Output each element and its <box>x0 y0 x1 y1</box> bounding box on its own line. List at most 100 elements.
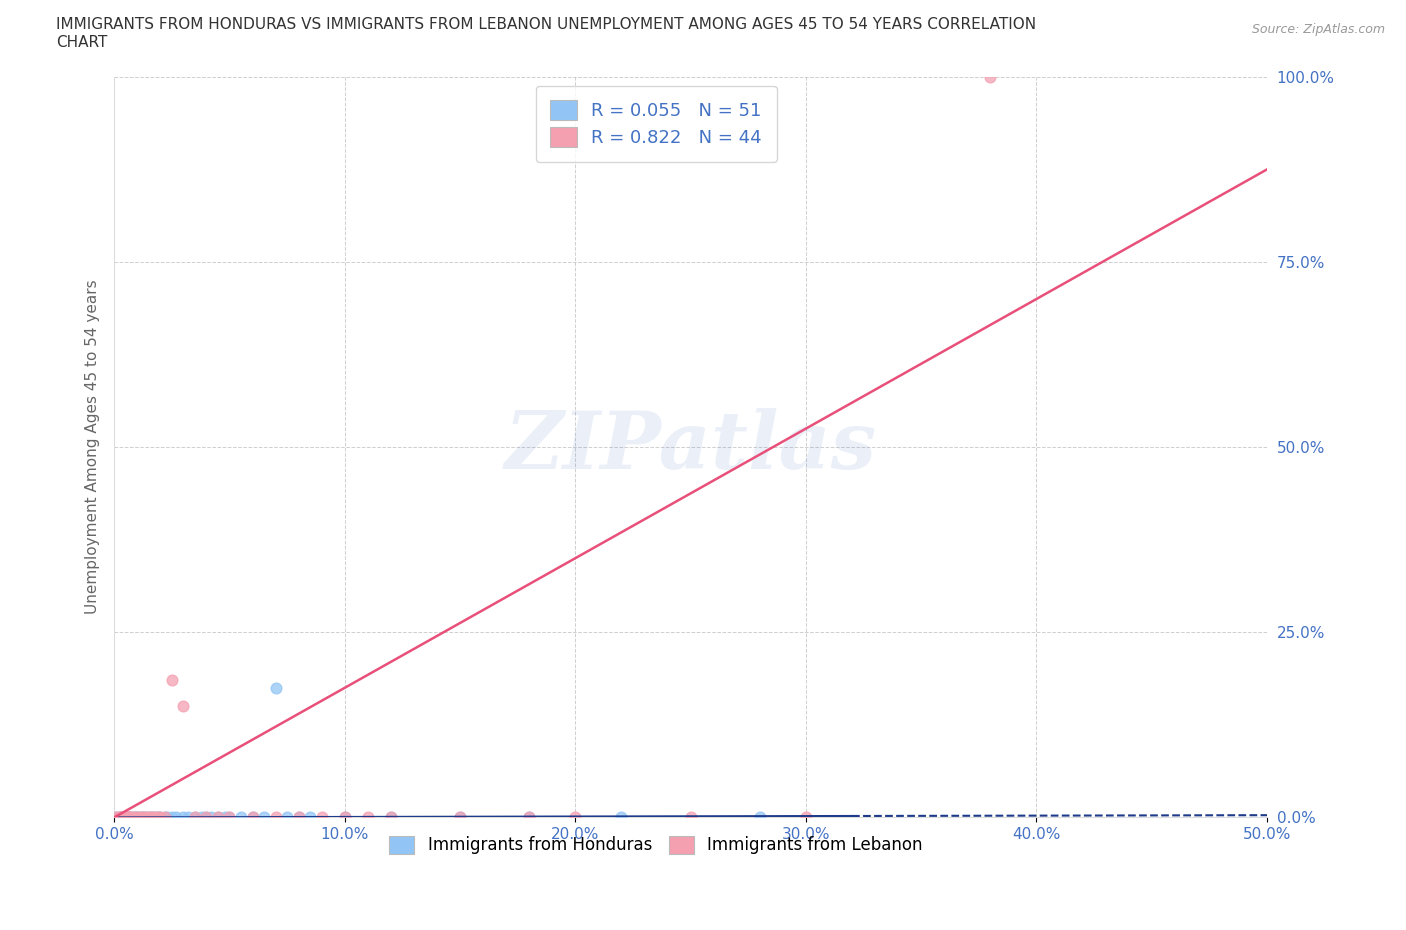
Text: IMMIGRANTS FROM HONDURAS VS IMMIGRANTS FROM LEBANON UNEMPLOYMENT AMONG AGES 45 T: IMMIGRANTS FROM HONDURAS VS IMMIGRANTS F… <box>56 17 1036 32</box>
Y-axis label: Unemployment Among Ages 45 to 54 years: Unemployment Among Ages 45 to 54 years <box>86 280 100 615</box>
Point <box>287 810 309 825</box>
Point <box>299 810 322 825</box>
Point <box>264 810 287 825</box>
Point <box>333 810 356 825</box>
Point <box>184 810 207 825</box>
Point <box>191 810 214 825</box>
Point <box>195 810 218 825</box>
Point <box>134 810 156 825</box>
Point <box>146 810 169 825</box>
Text: CHART: CHART <box>56 35 108 50</box>
Point <box>218 810 240 825</box>
Point <box>110 810 132 825</box>
Point <box>287 810 309 825</box>
Point <box>120 810 142 825</box>
Point <box>110 810 132 825</box>
Point <box>380 810 402 825</box>
Point <box>110 810 132 825</box>
Point <box>127 810 149 825</box>
Point <box>114 810 136 825</box>
Point <box>117 810 139 825</box>
Point <box>679 810 702 825</box>
Point <box>139 810 162 825</box>
Point <box>449 810 471 825</box>
Point <box>139 810 162 825</box>
Point <box>117 810 139 825</box>
Point <box>172 698 194 713</box>
Point <box>177 810 200 825</box>
Point <box>172 810 194 825</box>
Point <box>124 810 146 825</box>
Point <box>135 810 157 825</box>
Point <box>184 810 207 825</box>
Point <box>794 810 817 825</box>
Point <box>107 810 129 825</box>
Point <box>449 810 471 825</box>
Point <box>138 810 160 825</box>
Point <box>979 70 1001 85</box>
Point <box>207 810 229 825</box>
Point <box>242 810 264 825</box>
Point <box>517 810 540 825</box>
Point <box>114 810 136 825</box>
Point <box>134 810 156 825</box>
Point <box>146 810 169 825</box>
Point <box>142 810 165 825</box>
Point <box>120 810 142 825</box>
Point <box>138 810 160 825</box>
Point <box>145 810 167 825</box>
Point <box>153 810 176 825</box>
Point <box>156 810 179 825</box>
Point <box>121 810 143 825</box>
Point <box>135 810 157 825</box>
Point <box>333 810 356 825</box>
Point <box>253 810 276 825</box>
Point <box>207 810 229 825</box>
Point <box>112 810 135 825</box>
Point <box>149 810 172 825</box>
Point <box>128 810 150 825</box>
Point <box>229 810 252 825</box>
Point <box>357 810 380 825</box>
Point <box>120 810 142 825</box>
Point <box>131 810 153 825</box>
Point <box>200 810 222 825</box>
Point <box>276 810 298 825</box>
Point <box>195 810 218 825</box>
Point <box>142 810 165 825</box>
Point <box>149 810 172 825</box>
Point <box>311 810 333 825</box>
Point <box>124 810 146 825</box>
Point <box>564 810 586 825</box>
Point <box>121 810 143 825</box>
Point <box>165 810 187 825</box>
Point <box>517 810 540 825</box>
Text: ZIPatlas: ZIPatlas <box>505 408 877 485</box>
Point <box>112 810 135 825</box>
Point <box>107 810 129 825</box>
Legend: Immigrants from Honduras, Immigrants from Lebanon: Immigrants from Honduras, Immigrants fro… <box>382 829 929 861</box>
Point <box>114 810 136 825</box>
Point <box>610 810 633 825</box>
Point <box>131 810 153 825</box>
Point <box>110 810 132 825</box>
Point <box>117 810 139 825</box>
Point <box>127 810 149 825</box>
Point <box>114 810 136 825</box>
Point <box>117 810 139 825</box>
Point <box>160 810 183 825</box>
Point <box>748 810 770 825</box>
Point <box>153 810 176 825</box>
Text: Source: ZipAtlas.com: Source: ZipAtlas.com <box>1251 23 1385 36</box>
Point <box>264 681 287 696</box>
Point <box>242 810 264 825</box>
Point <box>127 810 149 825</box>
Point <box>380 810 402 825</box>
Point <box>105 810 128 825</box>
Point <box>218 810 240 825</box>
Point <box>105 810 128 825</box>
Point <box>145 810 167 825</box>
Point <box>120 810 142 825</box>
Point <box>128 810 150 825</box>
Point <box>160 673 183 688</box>
